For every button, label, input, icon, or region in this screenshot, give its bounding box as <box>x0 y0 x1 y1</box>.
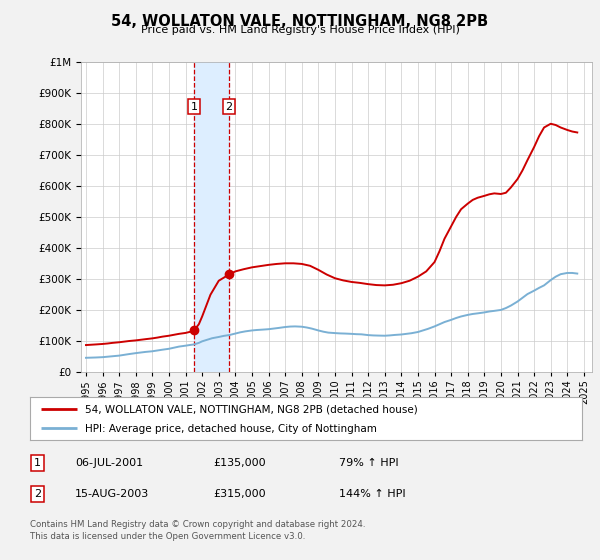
Text: 79% ↑ HPI: 79% ↑ HPI <box>339 458 398 468</box>
Bar <box>194 62 229 372</box>
Text: 1: 1 <box>191 102 197 111</box>
Text: 54, WOLLATON VALE, NOTTINGHAM, NG8 2PB (detached house): 54, WOLLATON VALE, NOTTINGHAM, NG8 2PB (… <box>85 405 418 415</box>
Text: 2: 2 <box>226 102 233 111</box>
Text: This data is licensed under the Open Government Licence v3.0.: This data is licensed under the Open Gov… <box>30 532 305 541</box>
Text: 54, WOLLATON VALE, NOTTINGHAM, NG8 2PB: 54, WOLLATON VALE, NOTTINGHAM, NG8 2PB <box>112 14 488 29</box>
Text: 2: 2 <box>34 489 41 499</box>
Text: £135,000: £135,000 <box>213 458 266 468</box>
Text: 15-AUG-2003: 15-AUG-2003 <box>75 489 149 499</box>
Text: Contains HM Land Registry data © Crown copyright and database right 2024.: Contains HM Land Registry data © Crown c… <box>30 520 365 529</box>
Text: Price paid vs. HM Land Registry's House Price Index (HPI): Price paid vs. HM Land Registry's House … <box>140 25 460 35</box>
Text: £315,000: £315,000 <box>213 489 266 499</box>
Text: 1: 1 <box>34 458 41 468</box>
Text: 06-JUL-2001: 06-JUL-2001 <box>75 458 143 468</box>
Text: HPI: Average price, detached house, City of Nottingham: HPI: Average price, detached house, City… <box>85 424 377 434</box>
Text: 144% ↑ HPI: 144% ↑ HPI <box>339 489 406 499</box>
